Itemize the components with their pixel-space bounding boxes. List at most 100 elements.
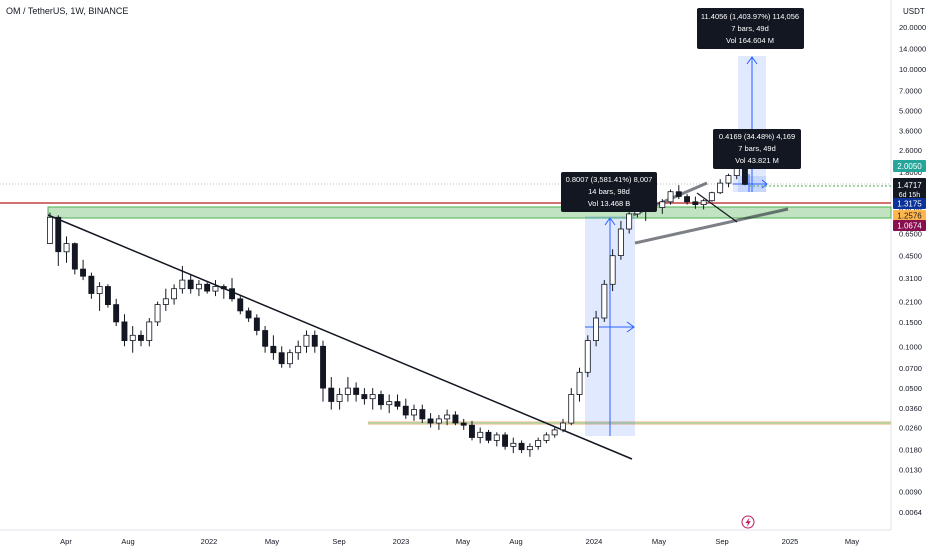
candle-body — [71, 243, 78, 270]
badge-last — [893, 178, 926, 200]
measure-1-arrow-up — [604, 217, 616, 226]
price-tick-label: 20.0000 — [899, 23, 926, 32]
candle-body — [700, 200, 707, 205]
candle-body — [171, 288, 177, 300]
candle-body — [584, 340, 591, 373]
time-tick-label: May — [456, 537, 470, 546]
measure-3-line2: 7 bars, 49d — [731, 24, 769, 33]
candle-body — [63, 243, 70, 253]
candle-body — [502, 434, 508, 447]
price-tick-label: 0.6500 — [899, 230, 922, 239]
candle-body — [361, 394, 368, 400]
candle-body — [55, 216, 62, 253]
candle-body — [129, 334, 136, 341]
candle-body — [105, 286, 111, 306]
candle-body — [369, 394, 376, 400]
badge-last-text: 1.4717 — [897, 181, 922, 190]
price-tick-label: 3.6000 — [899, 126, 922, 135]
candle-body — [435, 418, 442, 424]
measure-1-line1: 0.8007 (3,581.41%) 8,007 — [566, 175, 653, 184]
price-tick-label: 0.2100 — [899, 298, 922, 307]
candle-body — [162, 298, 169, 305]
candle-body — [444, 414, 451, 420]
time-tick-label: 2024 — [586, 537, 603, 546]
symbol-header[interactable]: OM / TetherUS, 1W, BINANCE — [6, 6, 128, 16]
price-tick-label: 0.0360 — [899, 404, 922, 413]
descending-trendline[interactable] — [47, 214, 633, 460]
price-tick-label: 10.0000 — [899, 65, 926, 74]
candle-body — [568, 394, 575, 424]
price-tick-label: 0.1000 — [899, 342, 922, 351]
candle-body — [617, 228, 624, 257]
candle-body — [477, 431, 484, 438]
candle-body — [708, 192, 715, 202]
price-tick-label: 0.1500 — [899, 318, 922, 327]
price-tick-label: 0.3100 — [899, 274, 922, 283]
price-badges: 2.0050 1.4717 6d 15h 1.3175 1.2576 1.067… — [893, 160, 926, 231]
lightning-icon[interactable] — [741, 515, 755, 529]
measure-2-tooltip: 0.4169 (34.48%) 4,169 7 bars, 49d Vol 43… — [713, 129, 801, 169]
candle-body — [402, 405, 409, 416]
measure-2-arrow-right — [761, 179, 768, 189]
badge-line3-text: 1.0674 — [897, 222, 922, 231]
candle-body — [551, 429, 558, 436]
candle-body — [419, 409, 426, 420]
price-tick-label: 5.0000 — [899, 107, 922, 116]
candle-body — [518, 442, 525, 451]
badge-countdown-text: 6d 15h — [899, 192, 921, 199]
candle-body — [270, 345, 277, 354]
candle-body — [510, 442, 517, 447]
measure-1-tooltip-box — [561, 172, 657, 212]
time-tick-label: May — [845, 537, 859, 546]
candle-body — [576, 371, 583, 395]
candle-body — [336, 394, 343, 402]
candle-body — [220, 286, 227, 290]
candle-body — [543, 434, 550, 441]
candle-body — [295, 345, 302, 354]
triangle-side-line — [696, 192, 738, 223]
badge-line2-text: 1.2576 — [897, 212, 922, 221]
candle-body — [262, 330, 269, 347]
candle-body — [411, 409, 417, 416]
drawings-layer[interactable] — [0, 56, 892, 460]
measure-1-arrow-right — [626, 321, 635, 333]
candle-body — [659, 201, 666, 208]
price-tick-label: 0.0064 — [899, 508, 922, 517]
time-tick-label: Sep — [332, 537, 345, 546]
candle-body — [212, 286, 219, 292]
price-tick-label: 14.0000 — [899, 45, 926, 54]
candle-body — [609, 255, 616, 285]
candle-body — [344, 387, 351, 395]
candle-body — [154, 304, 161, 323]
candle-body — [47, 216, 53, 244]
badge-line1-text: 1.3175 — [897, 200, 922, 209]
candle-body — [460, 422, 467, 426]
candle-body — [286, 352, 293, 365]
badge-line1 — [893, 198, 926, 209]
measure-2-tooltip-box — [713, 129, 801, 169]
candle-body — [427, 418, 434, 424]
candle-body — [377, 394, 384, 406]
price-tick-label: 0.0500 — [899, 384, 922, 393]
triangle-lower-line[interactable] — [634, 207, 789, 245]
candle-body — [204, 283, 211, 292]
candle-body — [692, 201, 699, 206]
support-zone[interactable] — [47, 206, 892, 219]
badge-line3 — [893, 220, 926, 231]
candle-body — [229, 288, 235, 300]
candle-body — [303, 334, 310, 347]
measure-2-line1: 0.4169 (34.48%) 4,169 — [719, 132, 795, 141]
time-axis[interactable]: Apr Aug 2022 May Sep 2023 May Aug 2024 May Sep 2025… — [60, 537, 859, 546]
candle-body — [113, 304, 120, 323]
candle-body — [245, 310, 252, 319]
price-tick-label: 0.0700 — [899, 364, 922, 373]
candle-body — [684, 196, 690, 203]
price-tick-label: 0.0090 — [899, 488, 922, 497]
time-tick-label: May — [652, 537, 666, 546]
measure-3-line1: 11.4056 (1,403.97%) 114,056 — [701, 12, 799, 21]
candle-body — [146, 321, 153, 341]
candle-body — [195, 283, 202, 290]
candle-body — [386, 401, 393, 406]
